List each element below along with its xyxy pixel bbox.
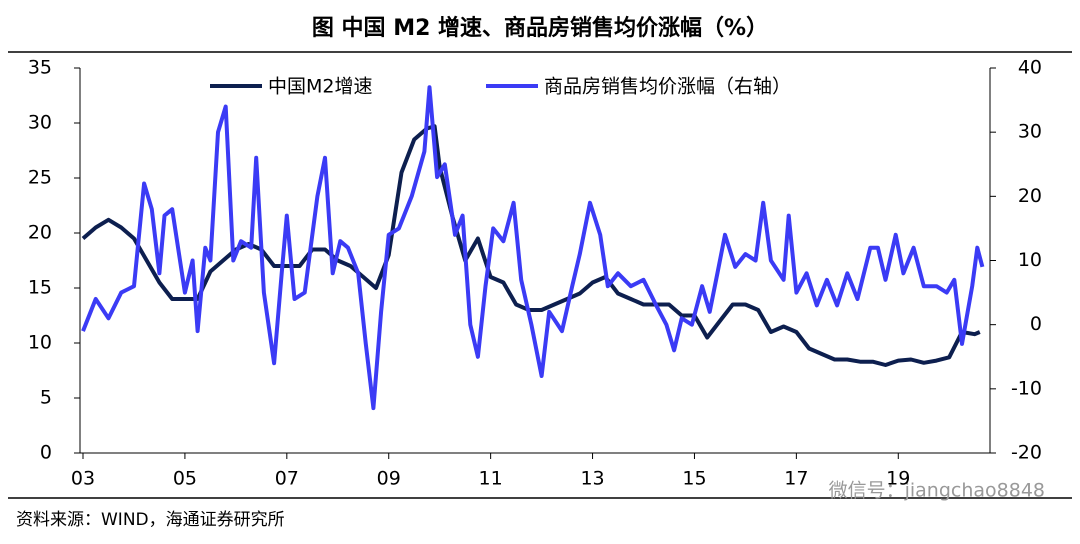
series-line xyxy=(81,85,985,411)
y-tick-label: 35 xyxy=(28,57,52,79)
y-tick-label: 30 xyxy=(28,112,52,134)
legend-label: 中国M2增速 xyxy=(268,76,372,98)
y2-tick-label: -20 xyxy=(1011,442,1042,464)
y-tick-label: 25 xyxy=(28,167,52,189)
chart-title: 图 中国 M2 增速、商品房销售均价涨幅（%） xyxy=(312,15,768,41)
x-tick-label: 05 xyxy=(173,468,197,490)
y2-tick-label: 10 xyxy=(1018,249,1042,271)
y2-tick-label: 20 xyxy=(1018,185,1042,207)
y2-tick-label: 30 xyxy=(1018,121,1042,143)
y2-tick-label: 40 xyxy=(1018,57,1042,79)
y-tick-label: 20 xyxy=(28,222,52,244)
x-tick-label: 15 xyxy=(682,468,706,490)
y-tick-label: 10 xyxy=(28,332,52,354)
x-tick-label: 11 xyxy=(479,468,503,490)
y-tick-label: 0 xyxy=(40,442,52,464)
x-tick-label: 09 xyxy=(377,468,401,490)
x-tick-label: 03 xyxy=(71,468,95,490)
x-tick-label: 13 xyxy=(580,468,604,490)
legend-label: 商品房销售均价涨幅（右轴） xyxy=(544,76,791,98)
y-tick-label: 5 xyxy=(40,387,52,409)
watermark: 微信号：jiangchao8848 xyxy=(829,480,1045,502)
x-tick-label: 07 xyxy=(275,468,299,490)
y2-tick-label: 0 xyxy=(1030,313,1042,335)
x-tick-label: 17 xyxy=(784,468,808,490)
y-tick-label: 15 xyxy=(28,277,52,299)
y2-tick-label: -10 xyxy=(1011,377,1042,399)
source: 资料来源：WIND，海通证券研究所 xyxy=(16,510,285,530)
x-tick-label: 19 xyxy=(886,468,910,490)
